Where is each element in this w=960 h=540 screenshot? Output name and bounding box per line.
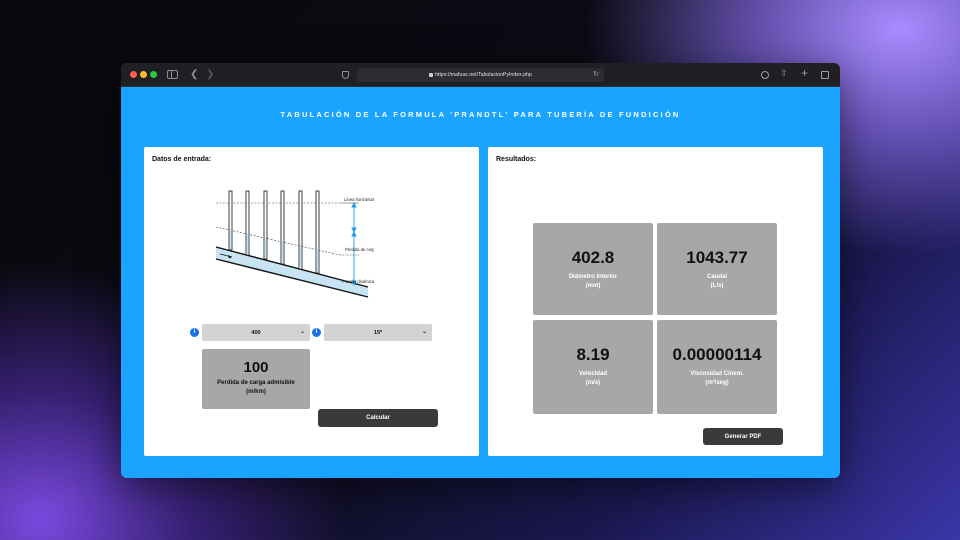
back-icon[interactable]: ❮ (190, 69, 199, 80)
result-value: 402.8 (571, 248, 615, 267)
zoom-window-button[interactable] (150, 71, 157, 78)
tabs-icon[interactable] (821, 71, 829, 79)
address-bar[interactable]: https://mafuas.net/TabulacionPyIndex.php… (357, 68, 604, 82)
forward-icon[interactable]: ❯ (206, 69, 215, 80)
result-unit: (m/s) (585, 380, 601, 386)
minimize-window-button[interactable] (140, 71, 147, 78)
result-inner-diameter: 402.8 Diámetro Interior (mm) (533, 223, 653, 315)
generate-pdf-button[interactable]: Generar PDF (703, 428, 783, 445)
result-value: 1043.77 (686, 248, 748, 267)
diameter-select-value: 400 (251, 329, 261, 336)
download-icon[interactable] (761, 71, 769, 79)
result-label: Diámetro Interior (568, 274, 618, 280)
label-horizontal: Línea horizontal (344, 197, 374, 202)
head-loss-value[interactable]: 100 (243, 359, 269, 376)
result-value: 8.19 (576, 345, 610, 364)
page-title: TABULACIÓN DE LA FORMULA 'PRANDTL' PARA … (280, 110, 681, 119)
temperature-select-value: 15º (373, 329, 383, 336)
temperature-select[interactable]: 15º ⌄ (324, 324, 432, 341)
diameter-info-icon[interactable]: i (190, 328, 199, 337)
result-unit: (m²/seg) (705, 380, 729, 386)
new-tab-icon[interactable]: + (801, 66, 809, 80)
label-dynamic-pressure: Presión dinámica (342, 279, 374, 284)
url-text: https://mafuas.net/TabulacionPyIndex.php (435, 72, 532, 78)
result-label: Caudal (706, 274, 727, 280)
share-icon[interactable]: ⇧ (780, 68, 788, 78)
calculate-button[interactable]: Calcular (318, 409, 438, 427)
result-velocity: 8.19 Velocidad (m/s) (533, 320, 653, 414)
reload-icon[interactable]: ↻ (593, 71, 599, 78)
diameter-select[interactable]: 400 ⌄ (202, 324, 310, 341)
shield-icon[interactable] (342, 71, 349, 79)
results-panel: Resultados: 402.8 Diámetro Interior (mm)… (488, 147, 823, 456)
head-loss-label: Perdida de carga admisible (217, 380, 295, 386)
lock-icon (429, 73, 434, 77)
head-loss-unit: (m/km) (246, 389, 266, 395)
sidebar-icon[interactable] (167, 70, 178, 79)
temperature-info-icon[interactable]: i (312, 328, 321, 337)
chevron-down-icon: ⌄ (299, 329, 305, 335)
pipe-diagram: Línea horizontal Pérdida de carga Presió… (215, 190, 374, 298)
browser-toolbar: ❮ ❯ https://mafuas.net/TabulacionPyIndex… (121, 63, 840, 87)
results-panel-title: Resultados: (496, 156, 537, 163)
head-loss-input-box[interactable]: 100 Perdida de carga admisible (m/km) (202, 349, 310, 409)
result-unit: (mm) (585, 283, 601, 289)
result-flow: 1043.77 Caudal (L/s) (657, 223, 777, 315)
close-window-button[interactable] (130, 71, 137, 78)
chevron-down-icon: ⌄ (421, 329, 427, 335)
input-panel: Datos de entrada: (144, 147, 479, 456)
result-label: Viscosidad Cinem. (690, 371, 744, 377)
browser-window: ❮ ❯ https://mafuas.net/TabulacionPyIndex… (121, 63, 840, 478)
result-kinematic-viscosity: 0.00000114 Viscosidad Cinem. (m²/seg) (657, 320, 777, 414)
input-panel-title: Datos de entrada: (152, 156, 212, 163)
result-value: 0.00000114 (672, 345, 762, 364)
label-head-loss: Pérdida de carga (345, 247, 374, 252)
result-label: Velocidad (578, 371, 607, 377)
result-unit: (L/s) (710, 283, 724, 289)
